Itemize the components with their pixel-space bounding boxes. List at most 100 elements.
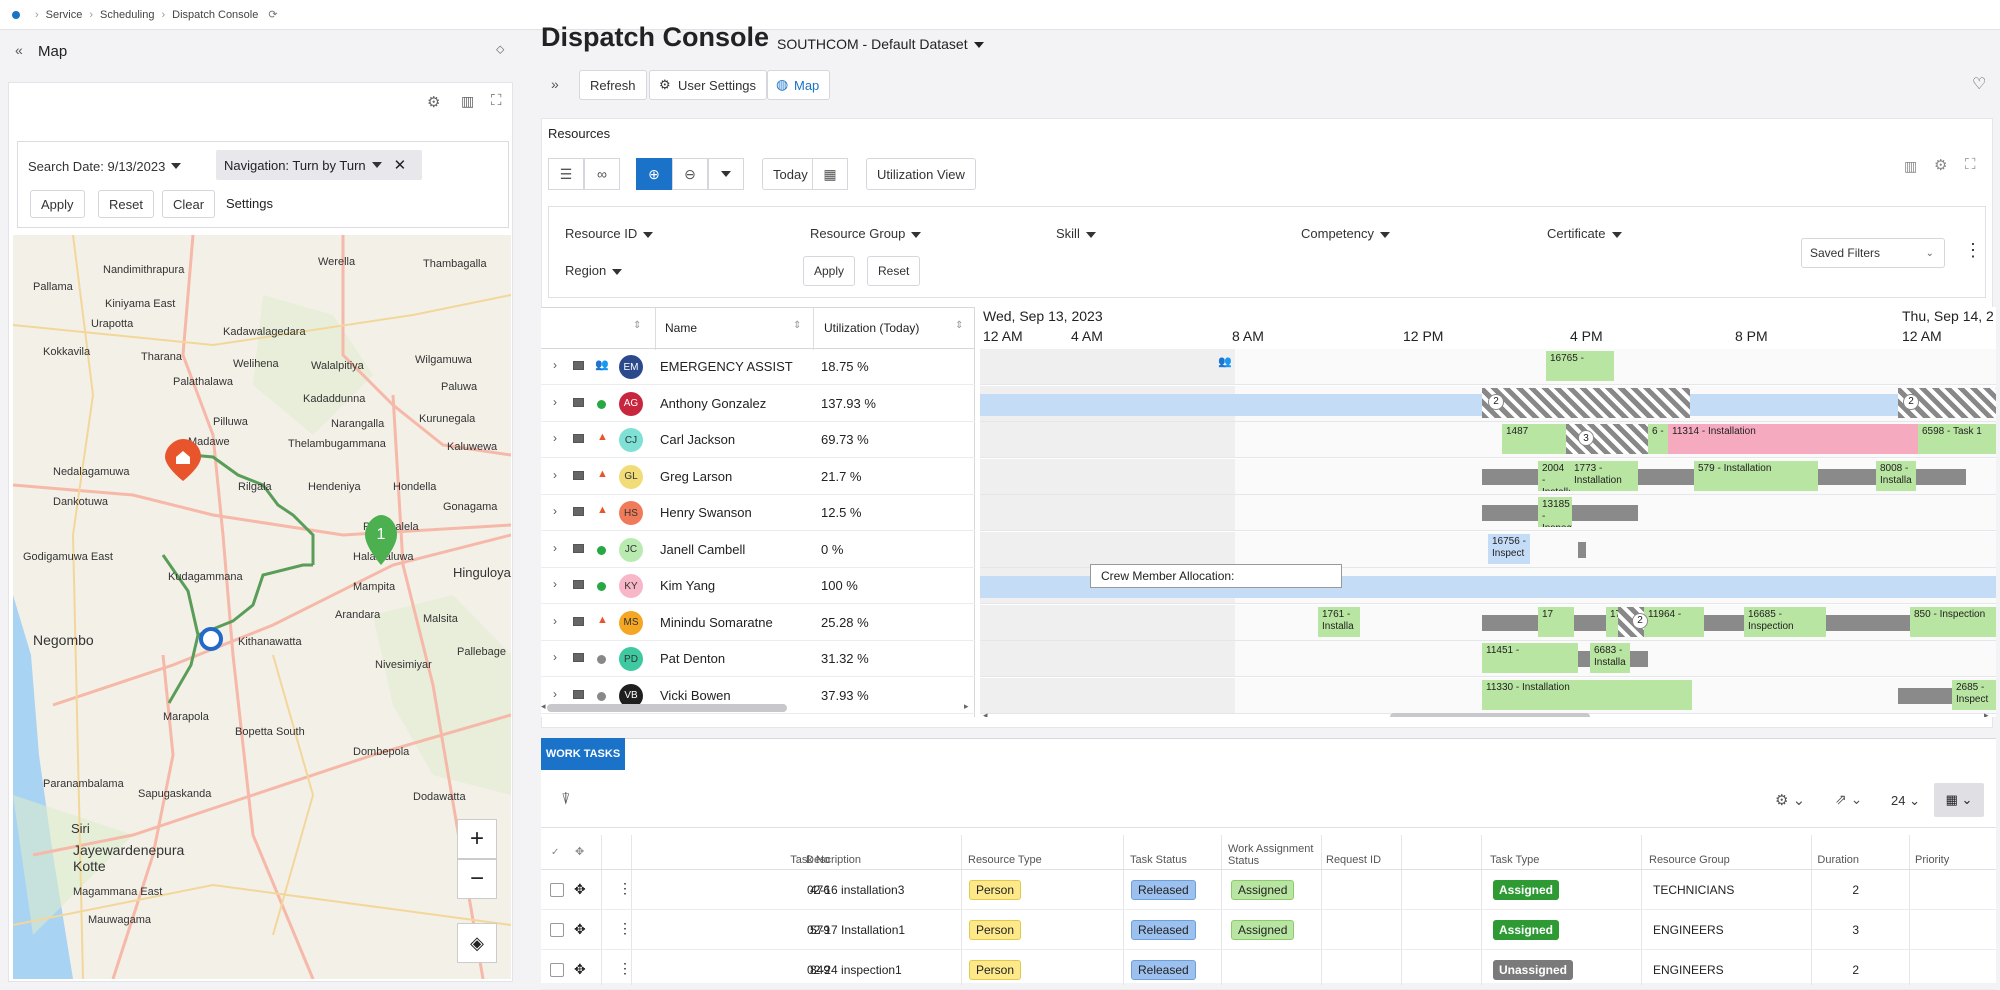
scroll-right-icon[interactable]: ▸ xyxy=(964,701,969,711)
horizontal-scrollbar[interactable] xyxy=(547,704,787,712)
break-bar[interactable] xyxy=(1818,468,1876,485)
expand-row-icon[interactable]: › xyxy=(553,577,557,591)
scroll-left-icon[interactable]: ◂ xyxy=(541,701,546,711)
more-icon[interactable]: ⋮ xyxy=(1964,240,1982,260)
scroll-right-icon[interactable]: ▸ xyxy=(1984,710,1989,717)
column-header[interactable]: Description xyxy=(806,854,862,866)
task-bar[interactable]: 13185 - Inspect xyxy=(1538,497,1572,527)
favorite-icon[interactable]: ♡ xyxy=(1972,76,1987,93)
break-bar[interactable] xyxy=(1578,541,1586,558)
app-logo-icon[interactable] xyxy=(12,10,20,19)
settings-icon[interactable]: ⚙ xyxy=(427,94,441,111)
breadcrumb-dispatch-console[interactable]: Dispatch Console xyxy=(172,8,259,21)
calendar-row-icon[interactable] xyxy=(573,543,584,553)
task-bar[interactable]: 6 - xyxy=(1648,424,1668,454)
certificate-filter[interactable]: Certificate xyxy=(1547,226,1622,241)
today-button[interactable]: Today xyxy=(762,158,819,190)
task-bar[interactable]: 1773 - Installation xyxy=(1570,460,1638,491)
column-header[interactable]: Duration xyxy=(1817,854,1859,866)
resource-row[interactable]: › VB Vicki Bowen 37.93 % xyxy=(541,678,975,714)
resource-id-filter[interactable]: Resource ID xyxy=(565,226,654,241)
scroll-left-icon[interactable]: ◂ xyxy=(983,710,988,717)
table-view-icon[interactable]: ▦ ⌄ xyxy=(1934,783,1984,817)
calendar-row-icon[interactable] xyxy=(573,653,584,662)
reset-button[interactable]: Reset xyxy=(98,190,154,218)
sort-icon[interactable]: ⇕ xyxy=(793,320,802,331)
settings-icon[interactable]: ⚙ ⌄ xyxy=(1775,792,1806,809)
resource-name[interactable]: EMERGENCY ASSIST xyxy=(660,359,793,374)
calendar-icon[interactable]: ▦ xyxy=(812,158,848,190)
apply-button[interactable]: Apply xyxy=(30,190,85,218)
break-bar[interactable] xyxy=(1638,468,1694,485)
column-header[interactable]: Task Status xyxy=(1130,854,1187,866)
expand-row-icon[interactable]: › xyxy=(553,613,557,628)
resource-row[interactable]: › AG Anthony Gonzalez 137.93 % xyxy=(541,386,975,422)
column-header[interactable]: Priority xyxy=(1915,854,1950,866)
resource-name[interactable]: Greg Larson xyxy=(660,468,733,484)
task-bar[interactable]: 11330 - Installation xyxy=(1482,679,1692,710)
resource-name[interactable]: Minindu Somaratne xyxy=(660,614,773,630)
gantt-scrollbar[interactable] xyxy=(1390,713,1590,717)
zoom-dropdown-icon[interactable] xyxy=(708,158,744,190)
resource-row[interactable]: › KY Kim Yang 100 % xyxy=(541,568,975,604)
expand-row-icon[interactable]: › xyxy=(553,394,557,409)
dataset-select[interactable]: SOUTHCOM - Default Dataset xyxy=(777,36,984,52)
task-bar[interactable]: 16756 - Inspect xyxy=(1488,533,1530,564)
row-menu-icon[interactable]: ⋮ xyxy=(618,920,632,936)
resource-row[interactable]: › ▲ HS Henry Swanson 12.5 % xyxy=(541,495,975,531)
break-bar[interactable] xyxy=(1572,505,1638,521)
calendar-row-icon[interactable] xyxy=(573,507,584,516)
expand-row-icon[interactable]: › xyxy=(553,504,557,518)
chart-icon[interactable]: ▥ xyxy=(461,93,475,109)
export-icon[interactable]: ⇗ ⌄ xyxy=(1835,791,1863,807)
settings-link[interactable]: Settings xyxy=(226,196,273,211)
calendar-row-icon[interactable] xyxy=(573,580,584,589)
refresh-icon[interactable]: ⟳ xyxy=(268,9,278,21)
filter-reset-button[interactable]: Reset xyxy=(867,256,921,286)
expand-row-icon[interactable]: › xyxy=(553,650,557,664)
task-bar[interactable]: 2004 - Installa xyxy=(1538,460,1570,491)
page-size-select[interactable]: 24 ⌄ xyxy=(1891,793,1920,808)
saved-filters-select[interactable]: Saved Filters ⌄ xyxy=(1801,238,1945,268)
column-header[interactable]: Work Assignment Status xyxy=(1228,843,1314,867)
close-icon[interactable]: ✕ xyxy=(393,157,407,174)
task-bar[interactable]: 2685 - Inspect xyxy=(1952,679,1996,710)
utilization-column-header[interactable]: Utilization (Today) xyxy=(824,321,920,335)
layers-icon[interactable]: ◈ xyxy=(457,923,497,963)
task-bar[interactable]: 579 - Installation xyxy=(1694,460,1818,491)
break-bar[interactable] xyxy=(1826,614,1910,631)
skill-filter[interactable]: Skill xyxy=(1056,226,1096,241)
refresh-button[interactable]: Refresh xyxy=(579,70,647,100)
resource-name[interactable]: Henry Swanson xyxy=(660,505,752,520)
task-bar[interactable]: 17 xyxy=(1606,606,1618,637)
break-bar[interactable] xyxy=(1916,468,1966,485)
utilization-view-button[interactable]: Utilization View xyxy=(866,158,976,190)
task-bar[interactable]: 11964 - xyxy=(1644,606,1704,637)
resource-name[interactable]: Vicki Bowen xyxy=(660,687,731,703)
competency-filter[interactable]: Competency xyxy=(1301,226,1390,241)
name-column-header[interactable]: Name xyxy=(665,321,698,335)
task-bar[interactable]: 6598 - Task 1 xyxy=(1918,424,1996,454)
resource-name[interactable]: Pat Denton xyxy=(660,651,726,666)
resource-row[interactable]: › ▲ CJ Carl Jackson 69.73 % xyxy=(541,422,975,458)
filter-icon[interactable]: ⍒ xyxy=(561,791,571,808)
calendar-row-icon[interactable] xyxy=(573,434,584,443)
zoom-out-icon[interactable]: ⊖ xyxy=(672,158,708,190)
task-bar[interactable]: 16765 - xyxy=(1546,351,1614,381)
map-canvas[interactable]: Nandimithrapura Pallama Kiniyama East We… xyxy=(13,235,511,979)
navigation-select[interactable]: Navigation: Turn by Turn ✕ xyxy=(216,150,422,180)
user-settings-button[interactable]: ⚙ User Settings xyxy=(649,70,768,100)
column-header[interactable]: Request ID xyxy=(1326,854,1382,866)
list-view-icon[interactable]: ☰ xyxy=(548,158,584,190)
search-date-select[interactable]: Search Date: 9/13/2023 xyxy=(28,152,182,180)
task-bar[interactable]: 1761 - Installa xyxy=(1318,606,1360,637)
table-row[interactable]: ✥ ⋮ 849 02-24 inspection1 Person Released Unas… xyxy=(541,950,1996,990)
row-checkbox[interactable] xyxy=(550,923,564,937)
drag-handle-icon[interactable]: ✥ xyxy=(574,881,586,897)
task-bar[interactable]: 850 - Inspection xyxy=(1910,606,1996,637)
drag-handle-icon[interactable]: ✥ xyxy=(574,921,586,937)
column-header[interactable]: Resource Type xyxy=(968,854,1042,866)
column-header[interactable]: Resource Group xyxy=(1649,854,1730,866)
expand-row-icon[interactable]: › xyxy=(553,540,557,555)
breadcrumb-scheduling[interactable]: Scheduling xyxy=(100,8,155,21)
